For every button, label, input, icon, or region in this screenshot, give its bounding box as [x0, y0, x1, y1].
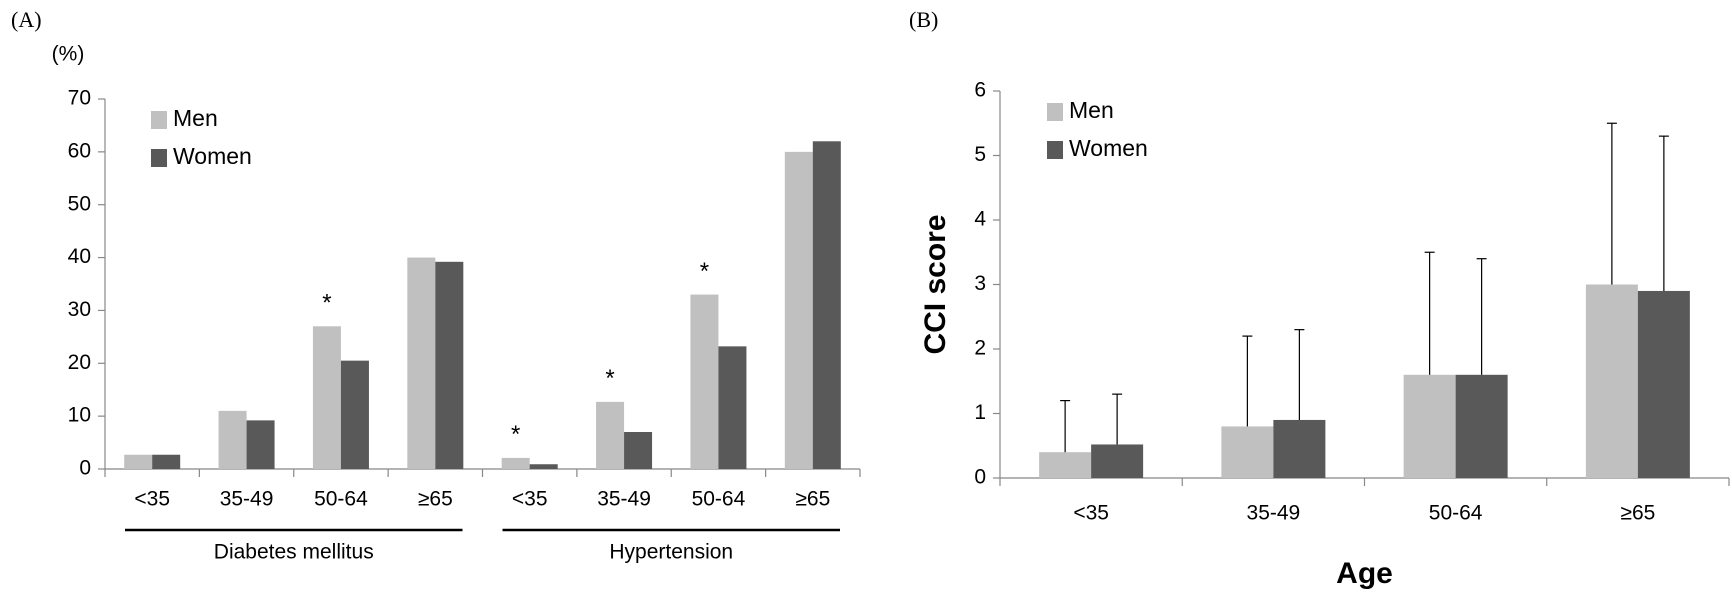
bar — [1637, 290, 1690, 478]
bar — [784, 151, 813, 469]
x-tick-label: <35 — [1073, 502, 1109, 525]
legend-label: Women — [173, 143, 252, 169]
x-tick-label: ≥65 — [1620, 502, 1655, 525]
y-tick-label: 5 — [974, 143, 986, 166]
error-bar — [1476, 258, 1487, 375]
bar — [218, 410, 247, 469]
bar — [690, 294, 719, 469]
bar — [624, 432, 653, 469]
significance-marker: * — [322, 290, 331, 317]
significance-marker: * — [700, 258, 709, 285]
x-tick-label: 50-64 — [692, 488, 746, 511]
bar — [1455, 374, 1508, 478]
panel-label: (B) — [909, 7, 938, 32]
error-bar — [1424, 251, 1435, 375]
error-bar — [1112, 393, 1123, 445]
y-tick-label: 40 — [68, 245, 91, 268]
y-tick-label: 0 — [79, 457, 91, 480]
x-tick-label: ≥65 — [418, 488, 453, 511]
y-tick-label: 0 — [974, 466, 986, 489]
y-tick-label: 1 — [974, 401, 986, 424]
bar — [435, 261, 464, 469]
x-tick-label: 35-49 — [220, 488, 274, 511]
bar — [1273, 419, 1326, 478]
significance-marker: * — [605, 365, 614, 392]
y-axis-label: CCI score — [919, 214, 952, 354]
y-tick-label: 60 — [68, 139, 91, 162]
legend-swatch — [151, 111, 167, 129]
error-bar — [1658, 135, 1669, 291]
legend-swatch — [1047, 141, 1063, 159]
legend-label: Men — [173, 105, 218, 131]
y-tick-label: 70 — [68, 87, 91, 110]
bar — [529, 464, 558, 469]
y-tick-label: 10 — [68, 404, 91, 427]
error-bar — [1606, 122, 1617, 285]
group-label: Hypertension — [609, 541, 733, 564]
x-tick-label: ≥65 — [795, 488, 830, 511]
bar — [340, 360, 369, 469]
bar — [718, 346, 747, 469]
x-tick-label: <35 — [512, 488, 548, 511]
error-bar — [1294, 329, 1305, 420]
x-tick-label: <35 — [134, 488, 170, 511]
bar — [1091, 444, 1144, 478]
y-tick-label: 6 — [974, 79, 986, 102]
legend-swatch — [1047, 103, 1063, 121]
legend-label: Men — [1069, 97, 1114, 123]
bar — [1585, 284, 1638, 478]
bar — [1039, 452, 1092, 478]
y-tick-label: 2 — [974, 337, 986, 360]
bar — [812, 141, 841, 470]
bar — [501, 457, 530, 469]
legend-label: Women — [1069, 135, 1148, 161]
bar — [246, 420, 275, 469]
panel-label: (A) — [11, 7, 42, 32]
bar — [152, 454, 181, 469]
y-tick-label: 30 — [68, 298, 91, 321]
x-axis-label: Age — [1336, 557, 1393, 590]
y-tick-label: 4 — [974, 208, 986, 231]
significance-marker: * — [511, 421, 520, 448]
x-tick-label: 50-64 — [1429, 502, 1483, 525]
bar — [124, 454, 153, 469]
error-bar — [1242, 335, 1253, 427]
y-tick-label: 3 — [974, 272, 986, 295]
bar — [1403, 374, 1456, 478]
error-bar — [1060, 400, 1071, 453]
bar — [312, 326, 341, 469]
bar — [1221, 426, 1274, 478]
y-tick-label: 20 — [68, 351, 91, 374]
y-tick-label: 50 — [68, 192, 91, 215]
bar — [596, 401, 625, 469]
x-tick-label: 50-64 — [314, 488, 368, 511]
x-tick-label: 35-49 — [1247, 502, 1301, 525]
group-label: Diabetes mellitus — [214, 541, 374, 564]
y-unit: (%) — [52, 43, 85, 66]
bar — [407, 257, 436, 469]
x-tick-label: 35-49 — [597, 488, 651, 511]
legend-swatch — [151, 149, 167, 167]
